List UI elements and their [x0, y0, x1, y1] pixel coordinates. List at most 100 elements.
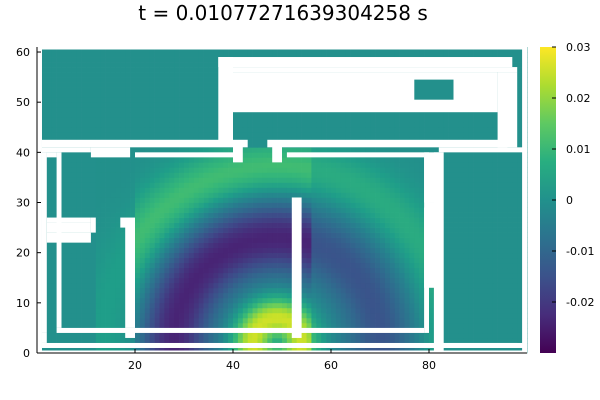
heatmap-cell [228, 247, 234, 254]
heatmap-cell [76, 157, 82, 163]
heatmap-cell [414, 197, 420, 203]
heatmap-cell [409, 267, 415, 274]
heatmap-cell [345, 297, 351, 304]
heatmap-cell [301, 282, 307, 289]
heatmap-cell [272, 307, 278, 314]
heatmap-cell [419, 297, 425, 304]
heatmap-cell [95, 172, 102, 178]
heatmap-cell [203, 102, 209, 108]
heatmap-cell [306, 197, 312, 203]
heatmap-cell [95, 187, 102, 193]
heatmap-cell [463, 277, 469, 284]
heatmap-cell [316, 122, 322, 128]
heatmap-cell [66, 152, 72, 158]
heatmap-cell [267, 332, 273, 339]
heatmap-cell [262, 142, 268, 148]
heatmap-cell [262, 167, 268, 173]
heatmap-cell [237, 202, 244, 208]
heatmap-cell [272, 122, 278, 128]
heatmap-cell [301, 132, 307, 138]
heatmap-cell [473, 262, 479, 269]
heatmap-cell [228, 257, 234, 264]
heatmap-cell [453, 197, 459, 203]
heatmap-cell [184, 252, 190, 259]
heatmap-cell [419, 227, 425, 233]
heatmap-cell [208, 162, 214, 168]
heatmap-cell [90, 192, 97, 198]
heatmap-cell [468, 287, 474, 294]
heatmap-cell [335, 277, 342, 284]
heatmap-cell [105, 262, 111, 269]
heatmap-cell [497, 192, 503, 198]
heatmap-cell [282, 112, 288, 118]
heatmap-cell [184, 162, 190, 168]
heatmap-cell [419, 182, 425, 188]
heatmap-cell [46, 192, 53, 198]
heatmap-cell [267, 262, 273, 269]
heatmap-cell [228, 162, 234, 168]
heatmap-cell [188, 247, 195, 254]
heatmap-cell [257, 307, 263, 314]
heatmap-cell [331, 257, 337, 264]
heatmap-cell [149, 317, 155, 324]
heatmap-cell [179, 247, 185, 254]
heatmap-cell [507, 252, 513, 259]
heatmap-cell [237, 222, 244, 228]
heatmap-cell [169, 252, 175, 259]
heatmap-cell [277, 122, 283, 128]
heatmap-cell [326, 312, 332, 319]
heatmap-cell [438, 112, 445, 118]
heatmap-cell [198, 157, 204, 163]
heatmap-cell [198, 287, 204, 294]
heatmap-cell [370, 167, 376, 173]
heatmap-cell [228, 277, 234, 284]
heatmap-cell [169, 197, 175, 203]
heatmap-cell [355, 172, 361, 178]
heatmap-cell [311, 192, 317, 198]
heatmap-cell [267, 217, 273, 223]
heatmap-cell [237, 122, 244, 128]
heatmap-cell [139, 182, 146, 188]
heatmap-cell [443, 312, 449, 319]
heatmap-cell [468, 317, 474, 324]
heatmap-cell [184, 257, 190, 264]
heatmap-cell [218, 307, 224, 314]
heatmap-cell [492, 162, 498, 168]
heatmap-cell [291, 127, 298, 133]
heatmap-cell [350, 302, 356, 309]
heatmap-cell [326, 257, 332, 264]
heatmap-cell [81, 287, 87, 294]
heatmap-cell [135, 297, 141, 304]
heatmap-cell [463, 327, 469, 334]
heatmap-cell [419, 172, 425, 178]
heatmap-cell [267, 287, 273, 294]
heatmap-cell [135, 282, 141, 289]
heatmap-cell [394, 282, 400, 289]
heatmap-cell [311, 182, 317, 188]
heatmap-cell [81, 262, 87, 269]
heatmap-cell [223, 257, 229, 264]
heatmap-cell [282, 307, 288, 314]
heatmap-cell [345, 217, 351, 223]
heatmap-cell [174, 332, 180, 339]
heatmap-cell [492, 122, 498, 128]
heatmap-cell [105, 192, 111, 198]
heatmap-cell [247, 322, 253, 329]
heatmap-cell [169, 262, 175, 269]
heatmap-cell [316, 267, 322, 274]
heatmap-cell [188, 227, 195, 233]
heatmap-cell [370, 217, 376, 223]
heatmap-cell [154, 277, 160, 284]
heatmap-cell [46, 242, 53, 249]
heatmap-cell [399, 122, 405, 128]
heatmap-cell [164, 307, 170, 314]
heatmap-cell [184, 332, 190, 339]
heatmap-cell [375, 207, 381, 213]
heatmap-cell [306, 307, 312, 314]
heatmap-cell [306, 287, 312, 294]
heatmap-cell [110, 252, 116, 259]
heatmap-cell [365, 157, 371, 163]
heatmap-cell [414, 282, 420, 289]
heatmap-cell [51, 167, 57, 173]
heatmap-cell [237, 242, 244, 249]
